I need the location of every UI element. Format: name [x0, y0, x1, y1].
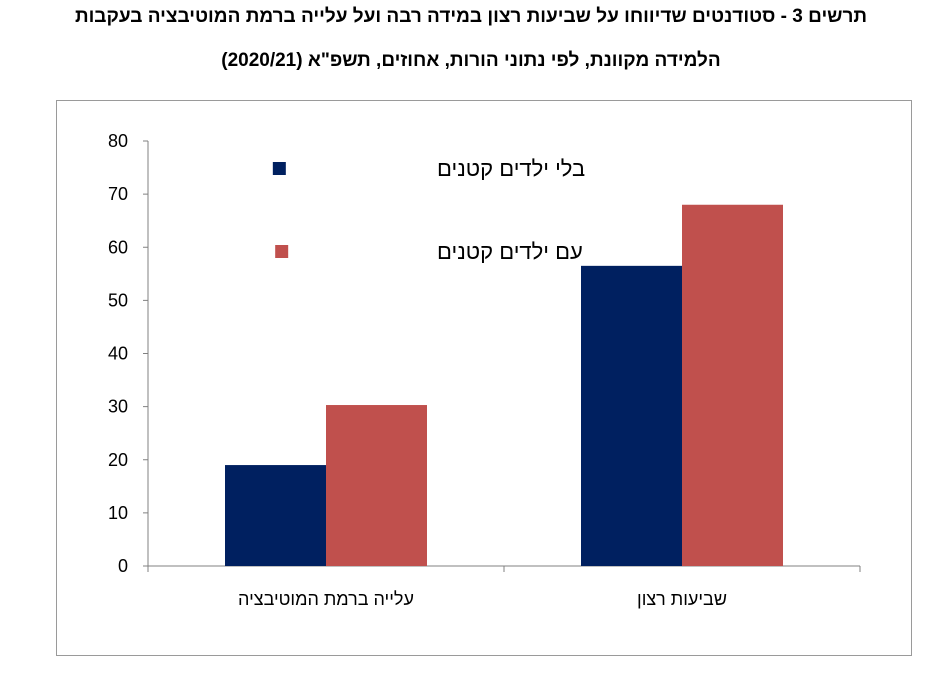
bar	[326, 405, 427, 566]
bar	[225, 465, 326, 566]
bar	[581, 265, 682, 566]
y-tick-label: 80	[108, 131, 128, 151]
y-tick-label: 10	[108, 503, 128, 523]
y-tick-label: 20	[108, 450, 128, 470]
legend-swatch	[275, 245, 289, 258]
x-category-label: עלייה ברמת המוטיבציה	[238, 589, 414, 609]
y-tick-label: 70	[108, 184, 128, 204]
chart-frame	[56, 100, 912, 656]
chart-title-line1: תרשים 3 - סטודנטים שדיווחו על שביעות רצו…	[74, 6, 868, 27]
y-tick-label: 60	[108, 237, 128, 257]
y-tick-label: 40	[108, 344, 128, 364]
legend-swatch	[272, 162, 286, 175]
legend-label: בלי ילדים קטנים	[437, 156, 585, 181]
x-category-label: שביעות רצון	[637, 589, 727, 609]
y-tick-label: 0	[118, 556, 128, 576]
y-tick-label: 30	[108, 397, 128, 417]
legend-label: עם ילדים קטנים	[437, 239, 583, 264]
y-tick-label: 50	[108, 290, 128, 310]
bar	[682, 204, 783, 566]
chart-title-line2: הלמידה מקוונת, לפי נתוני הורות, אחוזים, …	[221, 50, 721, 71]
